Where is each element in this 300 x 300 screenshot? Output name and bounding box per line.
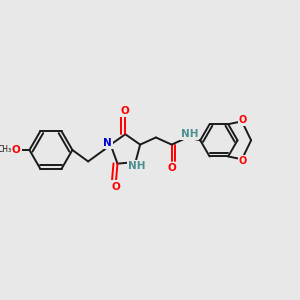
Text: O: O (121, 106, 130, 116)
Text: NH: NH (181, 129, 198, 139)
Text: O: O (239, 156, 247, 166)
Text: O: O (112, 182, 120, 191)
Text: NH: NH (128, 161, 146, 171)
Text: N: N (103, 138, 112, 148)
Text: O: O (168, 163, 176, 173)
Text: O: O (239, 115, 247, 125)
Text: CH₃: CH₃ (0, 146, 12, 154)
Text: O: O (12, 145, 21, 155)
